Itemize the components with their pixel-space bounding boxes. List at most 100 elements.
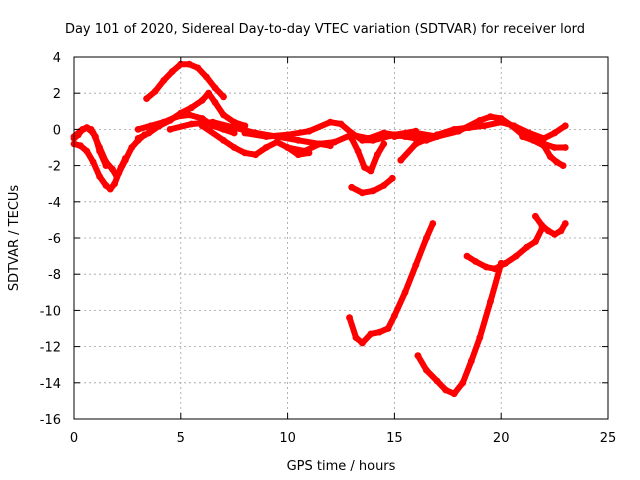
data-point <box>546 153 554 161</box>
series-line-track-rise-a <box>346 220 436 346</box>
y-axis-label: SDTVAR / TECUs <box>7 185 22 292</box>
data-point <box>188 120 195 128</box>
x-tick-label: 5 <box>177 431 185 446</box>
data-point <box>111 180 118 188</box>
data-point <box>262 144 270 151</box>
data-point <box>487 298 494 305</box>
chart-title: Day 101 of 2020, Sidereal Day-to-day VTE… <box>65 22 585 37</box>
data-point <box>211 98 219 106</box>
data-point <box>102 162 110 170</box>
data-point <box>113 173 121 180</box>
data-point <box>160 118 168 126</box>
data-point <box>384 325 392 332</box>
data-point <box>166 125 174 133</box>
data-point <box>532 212 539 220</box>
data-point <box>551 129 558 137</box>
series-line-track-high-arc <box>143 61 227 102</box>
data-point <box>380 129 388 137</box>
y-tick-label: 2 <box>53 87 61 102</box>
data-point <box>177 60 185 68</box>
y-tick-label: 4 <box>53 51 61 66</box>
data-point <box>472 258 479 265</box>
data-point <box>491 265 499 273</box>
data-point <box>487 113 494 121</box>
data-point <box>128 144 136 151</box>
data-point <box>273 138 281 146</box>
series-line-track-v-deep <box>414 260 505 397</box>
data-point <box>510 122 518 130</box>
data-point <box>241 149 249 157</box>
data-point <box>151 88 159 95</box>
data-point <box>185 111 193 119</box>
data-point <box>77 142 84 150</box>
data-point <box>433 131 441 139</box>
data-point <box>106 185 114 193</box>
data-point <box>414 352 422 359</box>
data-point <box>359 339 366 347</box>
data-point <box>145 129 153 137</box>
data-point <box>559 162 567 170</box>
data-point <box>423 234 430 242</box>
data-point <box>465 124 473 131</box>
data-point <box>367 330 375 338</box>
data-point <box>294 136 302 144</box>
y-tick-label: 0 <box>53 123 61 138</box>
data-point <box>551 231 558 238</box>
data-point <box>361 164 368 171</box>
x-tick-label: 15 <box>386 431 403 446</box>
data-point <box>198 97 206 104</box>
data-point <box>241 129 249 137</box>
data-point <box>354 147 362 155</box>
data-point <box>352 334 360 341</box>
data-point <box>412 261 420 269</box>
data-point <box>209 118 217 126</box>
data-point <box>450 390 458 398</box>
x-tick-label: 0 <box>70 431 78 446</box>
data-point <box>540 135 548 142</box>
data-point <box>512 252 520 260</box>
data-point <box>185 60 193 68</box>
data-point <box>220 111 227 119</box>
data-point <box>388 174 396 182</box>
y-tick-label: -10 <box>40 304 61 319</box>
data-point <box>450 125 458 133</box>
data-point <box>367 167 375 175</box>
data-point <box>348 183 356 191</box>
data-point <box>401 288 409 296</box>
data-point <box>134 125 142 133</box>
data-point <box>143 95 151 102</box>
data-point <box>168 68 176 75</box>
data-point <box>423 366 430 374</box>
data-point <box>173 113 180 121</box>
data-point <box>230 144 238 151</box>
series-line-track-center-b <box>284 130 451 155</box>
data-point <box>497 118 505 126</box>
data-point <box>553 158 561 166</box>
data-point <box>551 144 558 151</box>
data-point <box>561 220 569 227</box>
data-point <box>467 357 475 365</box>
data-point <box>480 122 488 130</box>
series-layer <box>70 60 569 398</box>
data-point <box>89 158 97 166</box>
data-point <box>117 164 125 171</box>
data-point <box>316 140 323 148</box>
data-point <box>220 93 227 101</box>
x-axis-label: GPS time / hours <box>287 459 396 474</box>
data-point <box>433 377 441 385</box>
data-point <box>412 140 420 148</box>
data-point <box>380 182 388 189</box>
data-point <box>230 124 238 131</box>
y-tick-label: -12 <box>40 341 61 356</box>
x-tick-label: 10 <box>279 431 296 446</box>
data-point <box>198 122 206 130</box>
data-point <box>262 133 270 141</box>
data-point <box>284 131 291 139</box>
data-point <box>380 140 388 148</box>
data-point <box>359 189 366 197</box>
data-point <box>147 122 155 130</box>
data-point <box>301 147 309 155</box>
data-point <box>96 173 103 180</box>
